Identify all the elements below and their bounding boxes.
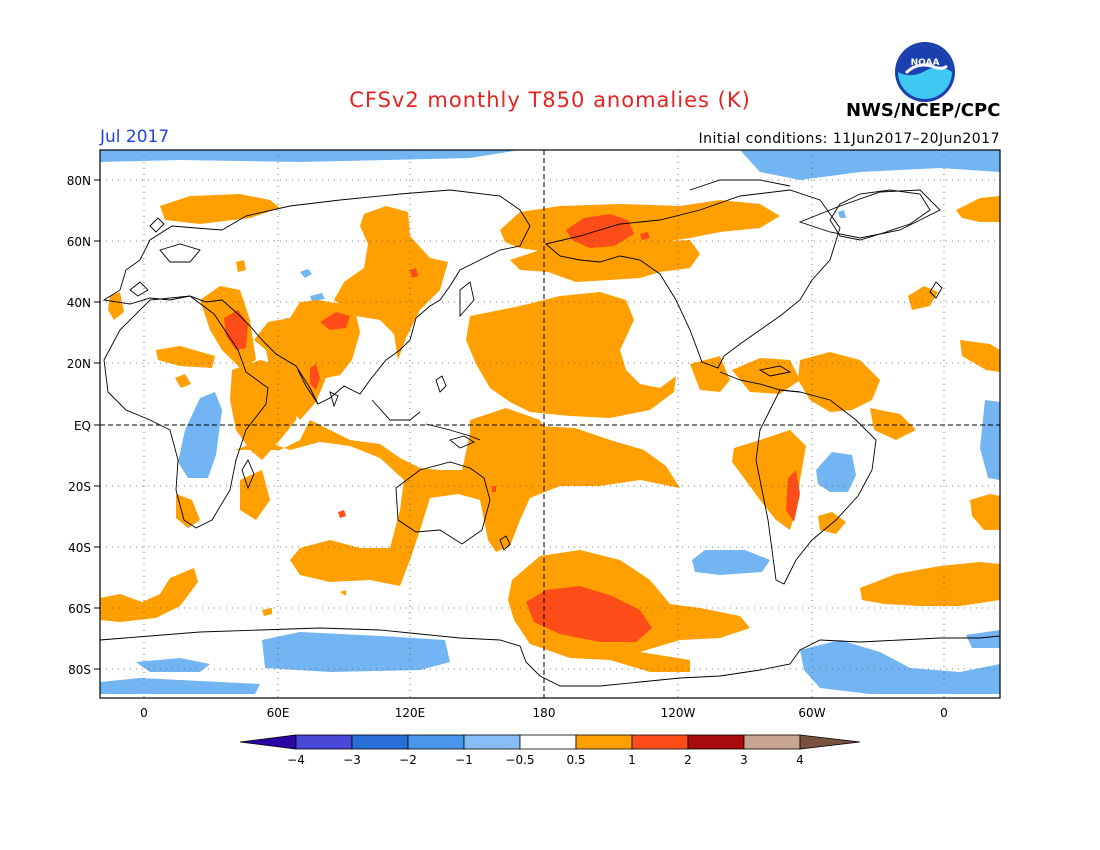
colorbar-segment bbox=[351, 734, 409, 750]
colorbar-segment bbox=[687, 734, 745, 750]
colorbar-segment bbox=[799, 734, 861, 750]
forecast-month: Jul 2017 bbox=[100, 127, 170, 147]
colorbar-segment bbox=[463, 734, 521, 750]
coastlines bbox=[99, 179, 1001, 687]
colorbar-label: −4 bbox=[287, 753, 305, 767]
colorbar-label: 2 bbox=[684, 753, 692, 767]
colorbar-segment bbox=[743, 734, 801, 750]
colorbar-label: −0.5 bbox=[505, 753, 534, 767]
colorbar-label: 0.5 bbox=[566, 753, 585, 767]
initial-conditions: Initial conditions: 11Jun2017–20Jun2017 bbox=[698, 131, 1000, 147]
colorbar-label: 4 bbox=[796, 753, 804, 767]
map-frame bbox=[99, 149, 1001, 699]
colorbar-segment bbox=[575, 734, 633, 750]
lon-label-120e: 120E bbox=[395, 706, 426, 720]
map-title: CFSv2 monthly T850 anomalies (K) bbox=[349, 88, 751, 112]
colorbar-segment bbox=[631, 734, 689, 750]
colorbar-label: −3 bbox=[343, 753, 361, 767]
colorbar-segment bbox=[239, 734, 297, 750]
lon-label-120w: 120W bbox=[661, 706, 696, 720]
lon-label-0-left: 0 bbox=[140, 706, 148, 720]
lat-label-80n: 80N bbox=[67, 174, 91, 188]
lon-label-60e: 60E bbox=[267, 706, 290, 720]
lat-label-40s: 40S bbox=[68, 541, 91, 555]
noaa-logo: NOAA bbox=[895, 42, 955, 102]
equator-and-dateline bbox=[100, 150, 1000, 698]
colorbar-label: 1 bbox=[628, 753, 636, 767]
lon-label-0-right: 0 bbox=[940, 706, 948, 720]
colorbar-label: −1 bbox=[455, 753, 473, 767]
lat-label-60s: 60S bbox=[68, 602, 91, 616]
lat-label-80s: 80S bbox=[68, 663, 91, 677]
colorbar-label: 3 bbox=[740, 753, 748, 767]
agency-label: NWS/NCEP/CPC bbox=[846, 100, 1001, 121]
lat-label-20s: 20S bbox=[68, 480, 91, 494]
strong-warm-anomaly-areas bbox=[224, 214, 800, 642]
lon-label-180: 180 bbox=[533, 706, 556, 720]
colorbar-segment bbox=[407, 734, 465, 750]
lat-label-60n: 60N bbox=[67, 235, 91, 249]
lat-label-20n: 20N bbox=[67, 357, 91, 371]
warm-anomaly-areas bbox=[100, 194, 1000, 672]
lat-label-eq: EQ bbox=[74, 419, 91, 433]
colorbar-segment bbox=[519, 734, 577, 750]
graticule bbox=[100, 150, 1000, 698]
lon-label-60w: 60W bbox=[798, 706, 825, 720]
colorbar-label: −2 bbox=[399, 753, 417, 767]
colorbar bbox=[239, 734, 861, 750]
noaa-logo-text: NOAA bbox=[911, 58, 940, 68]
colorbar-segment bbox=[295, 734, 353, 750]
lat-label-40n: 40N bbox=[67, 296, 91, 310]
cool-anomaly-areas bbox=[100, 150, 1000, 694]
